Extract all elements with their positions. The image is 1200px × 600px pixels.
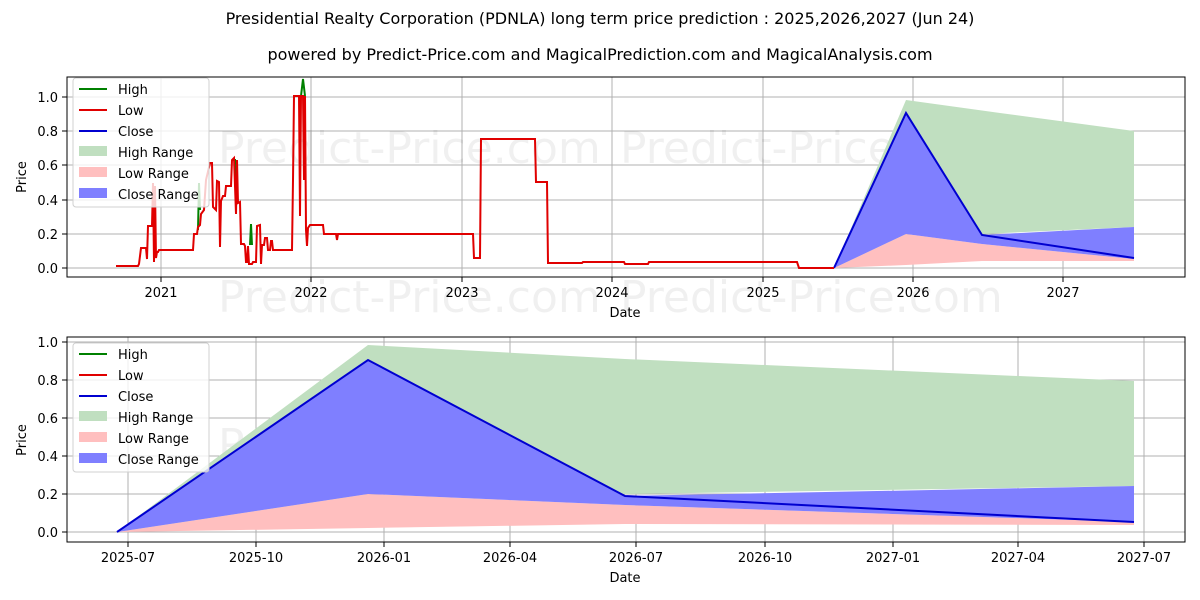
y-tick-label: 0.8	[37, 125, 58, 140]
legend-close-range-swatch	[79, 453, 107, 463]
y-tick-label: 0.2	[37, 488, 58, 503]
x-tick-label: 2027-07	[1117, 551, 1171, 566]
y-axis-label: Price	[15, 161, 30, 193]
y-tick-label: 0.2	[37, 228, 58, 243]
x-tick-label: 2027	[1046, 286, 1079, 301]
x-tick-label: 2021	[144, 286, 177, 301]
bottom-close-range-area	[117, 360, 1134, 532]
legend-label: High	[118, 83, 148, 98]
x-tick-label: 2025-10	[229, 551, 283, 566]
legend-label: Low Range	[118, 432, 189, 447]
watermark: Predict-Price.com	[620, 272, 1003, 323]
bottom-chart: Predict-Price.com Predict-Price.com 0.0 …	[15, 336, 1186, 586]
legend-label: Close Range	[118, 188, 199, 203]
x-tick-label: 2024	[595, 286, 628, 301]
x-tick-label: 2022	[294, 286, 327, 301]
legend-low-range-swatch	[79, 432, 107, 442]
x-tick-label: 2026-01	[357, 551, 411, 566]
top-axes-frame	[66, 76, 1186, 278]
bottom-x-ticks	[127, 542, 1145, 547]
y-tick-label: 0.6	[37, 412, 58, 427]
bottom-close-line	[116, 358, 1135, 533]
legend-label: High	[118, 348, 148, 363]
x-tick-label: 2026-04	[483, 551, 537, 566]
top-low-line	[116, 95, 834, 269]
bottom-legend: High Low Close High Range Low Range Clos…	[72, 342, 210, 473]
bottom-low-range-area	[117, 494, 1134, 532]
x-tick-label: 2027-01	[866, 551, 920, 566]
legend-low-range-swatch	[79, 167, 107, 177]
y-tick-label: 0.4	[37, 194, 58, 209]
x-tick-label: 2027-04	[991, 551, 1045, 566]
bottom-y-ticks	[62, 341, 67, 533]
y-tick-label: 0.4	[37, 450, 58, 465]
y-tick-label: 1.0	[37, 91, 58, 106]
legend-label: High Range	[118, 146, 193, 161]
top-legend: High Low Close High Range Low Range Clos…	[72, 77, 210, 208]
legend-close-range-swatch	[79, 188, 107, 198]
y-tick-label: 0.0	[37, 262, 58, 277]
y-axis-label: Price	[15, 424, 30, 456]
top-x-ticks	[160, 277, 1064, 282]
x-axis-label: Date	[609, 306, 640, 321]
legend-label: Low	[118, 104, 144, 119]
legend-label: High Range	[118, 411, 193, 426]
legend-label: Close	[118, 390, 153, 405]
legend-label: Low Range	[118, 167, 189, 182]
x-tick-label: 2026-10	[738, 551, 792, 566]
x-tick-label: 2025-07	[101, 551, 155, 566]
chart-title: Presidential Realty Corporation (PDNLA) …	[225, 9, 975, 28]
top-close-range-area	[834, 113, 1134, 268]
legend-high-range-swatch	[79, 411, 107, 421]
y-tick-label: 0.0	[37, 526, 58, 541]
legend-label: Close Range	[118, 453, 199, 468]
x-tick-label: 2025	[746, 286, 779, 301]
y-tick-label: 0.6	[37, 159, 58, 174]
top-close-line	[833, 110, 1135, 269]
legend-label: Low	[118, 369, 144, 384]
x-tick-label: 2026	[896, 286, 929, 301]
x-axis-label: Date	[609, 571, 640, 586]
top-low-range-area	[834, 234, 1134, 268]
watermark: Predict-Price.com	[218, 123, 601, 174]
bottom-axes-frame	[66, 336, 1186, 543]
top-chart: Predict-Price.com Predict-Price.com Pred…	[15, 76, 1186, 323]
chart-subtitle: powered by Predict-Price.com and Magical…	[267, 45, 933, 64]
x-tick-label: 2026-07	[609, 551, 663, 566]
top-y-ticks	[62, 96, 67, 269]
legend-label: Close	[118, 125, 153, 140]
watermark: Predict-Price.com	[218, 272, 601, 323]
x-tick-label: 2023	[445, 286, 478, 301]
legend-high-range-swatch	[79, 146, 107, 156]
y-tick-label: 1.0	[37, 336, 58, 351]
y-tick-label: 0.8	[37, 374, 58, 389]
